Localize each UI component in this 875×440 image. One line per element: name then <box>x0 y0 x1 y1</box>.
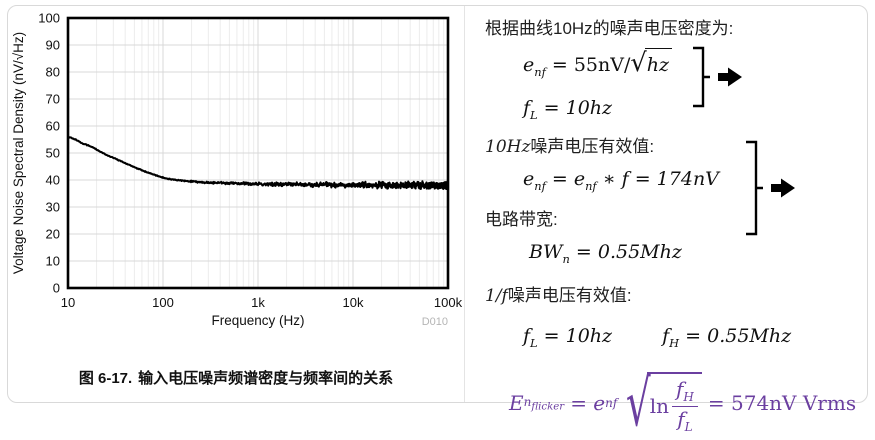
x-tick-label: 100 <box>152 295 174 310</box>
x-tick-label: 10 <box>61 295 75 310</box>
arrow-right-icon <box>718 67 742 87</box>
radical-icon: √ <box>630 48 647 79</box>
radical-icon: √ <box>626 365 651 440</box>
heading-flicker-rms: 1/f噪声电压有效值: <box>485 286 632 307</box>
y-tick-label: 0 <box>53 281 60 296</box>
y-tick-label: 30 <box>46 200 60 215</box>
figure-caption: 图 6-17. 输入电压噪声频谱密度与频率间的关系 <box>8 367 464 388</box>
y-axis-label: Voltage Noise Spectral Density (nV/√Hz) <box>11 32 26 274</box>
y-tick-label: 90 <box>46 38 60 53</box>
noise-calculation-panel: 根据曲线10Hz的噪声电压密度为: enf = 55nV/√ hz fL = 10… <box>465 6 867 435</box>
pointer-group-density <box>691 46 744 108</box>
x-tick-label: 10k <box>343 295 364 310</box>
chart-watermark: D010 <box>422 316 448 328</box>
x-axis-label: Frequency (Hz) <box>211 313 304 328</box>
y-tick-label: 70 <box>46 92 60 107</box>
y-tick-label: 100 <box>38 11 60 26</box>
y-tick-label: 10 <box>46 254 60 269</box>
pointer-group-bandwidth <box>744 140 797 236</box>
x-tick-label: 1k <box>251 295 265 310</box>
figure-caption-text: 输入电压噪声频谱密度与频率间的关系 <box>138 370 394 387</box>
y-tick-label: 80 <box>46 65 60 80</box>
arrow-right-icon <box>771 178 795 198</box>
y-tick-label: 20 <box>46 227 60 242</box>
equation-fl: fL = 10hz <box>523 96 613 122</box>
equation-bandwidth: BWn = 0.55Mhz <box>529 240 682 266</box>
noise-curve <box>67 135 450 191</box>
plot-frame <box>66 16 450 290</box>
equation-group-density: enf = 55nV/√ hz fL = 10hz <box>485 48 861 130</box>
equation-corner-frequencies: fL = 10hz fH = 0.55Mhz <box>523 325 792 351</box>
equation-enf-density: enf = 55nV/√ hz <box>485 48 861 87</box>
noise-figure: 0 10 20 30 40 50 60 70 80 90 100 10 100 1k 10k 100k Freq… <box>8 6 465 402</box>
heading-density-at-10hz: 根据曲线10Hz的噪声电压密度为: <box>485 19 734 38</box>
brace-icon <box>746 140 763 236</box>
y-tick-label: 50 <box>46 146 60 161</box>
y-tick-label: 40 <box>46 173 60 188</box>
x-tick-label: 100k <box>434 295 463 310</box>
figure-card: 0 10 20 30 40 50 60 70 80 90 100 10 100 1k 10k 100k Freq… <box>7 5 868 435</box>
heading-10hz-rms: 10Hz噪声电压有效值: <box>485 136 655 157</box>
heading-circuit-bandwidth: 电路带宽: <box>485 209 558 229</box>
brace-icon <box>693 46 710 108</box>
equation-enf-total: enf = enf ∗ f = 174nV <box>523 167 719 193</box>
y-tick-label: 60 <box>46 119 60 134</box>
figure-caption-number: 图 6-17. <box>78 370 133 387</box>
